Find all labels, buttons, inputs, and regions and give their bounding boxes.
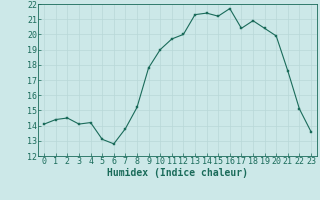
X-axis label: Humidex (Indice chaleur): Humidex (Indice chaleur) <box>107 168 248 178</box>
